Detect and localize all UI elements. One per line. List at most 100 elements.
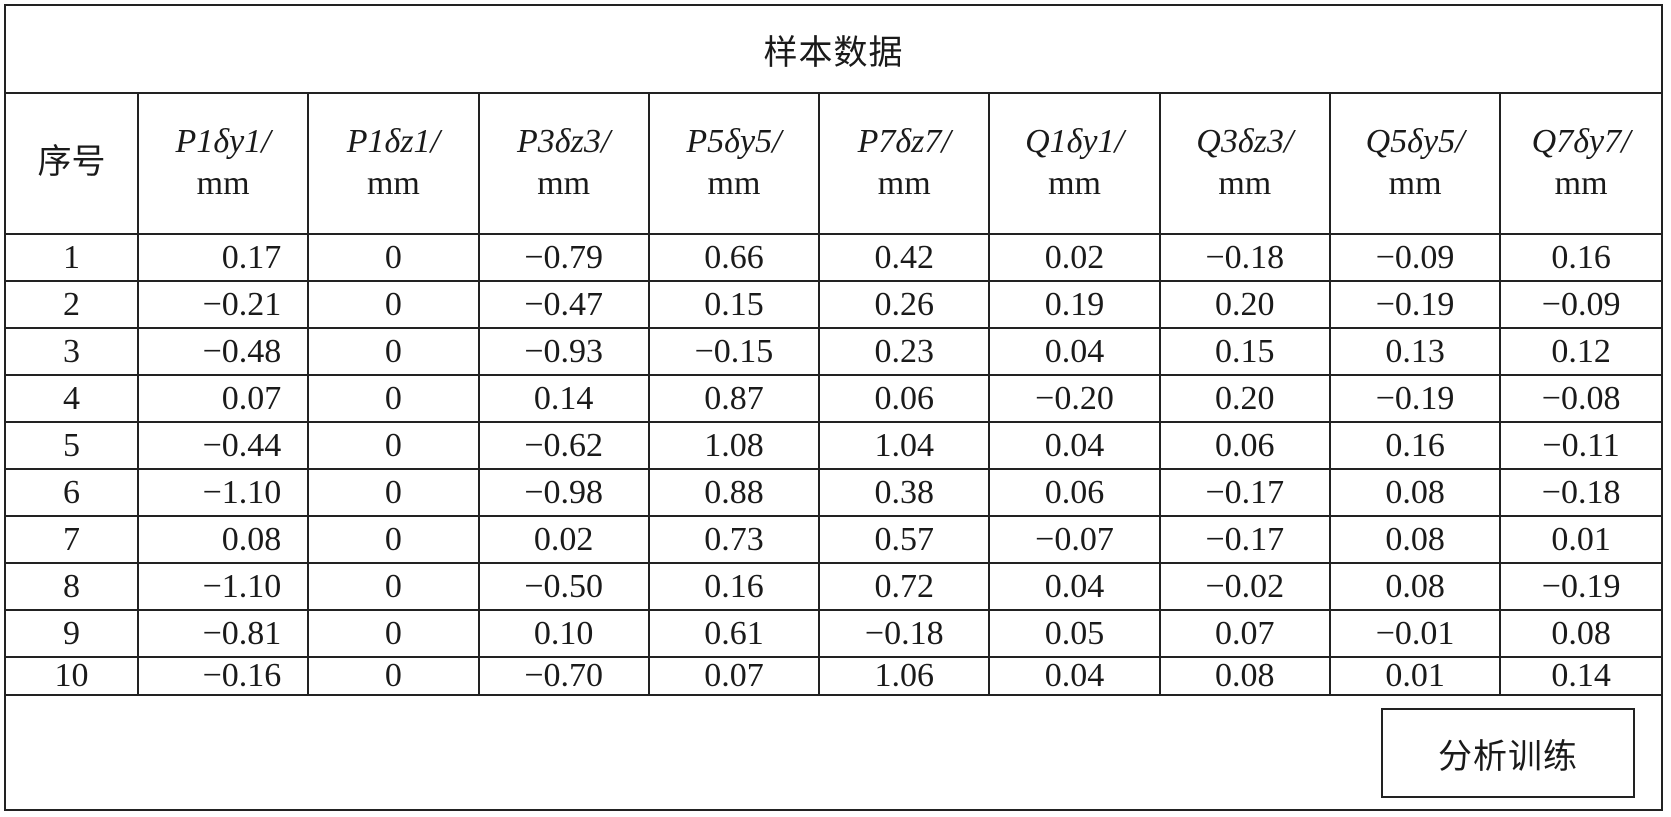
column-header-p1dy1: P1δy1/mm	[136, 92, 310, 235]
table-cell: 0.88	[647, 468, 821, 517]
table-cell: 0.08	[1328, 562, 1502, 611]
sample-data-window: 样本数据 序号 P1δy1/mm P1δz1/mm P3δz3/mm P5δy5…	[4, 4, 1663, 811]
table-cell: 0.06	[988, 468, 1161, 517]
column-header-unit: mm	[877, 164, 931, 202]
table-cell: −0.11	[1499, 421, 1661, 470]
table-cell: −0.70	[477, 656, 650, 696]
table-row: 2 −0.21 0 −0.47 0.15 0.26 0.19 0.20 −0.19 −0.09	[6, 280, 1661, 329]
table-cell: 0.02	[988, 233, 1161, 282]
table-cell: 0.02	[477, 515, 650, 564]
table-row: 10 −0.16 0 −0.70 0.07 1.06 0.04 0.08 0.01 0.14	[6, 656, 1661, 696]
row-serial-cell: 3	[6, 327, 139, 376]
column-header-unit: mm	[366, 164, 420, 202]
column-header-q7dy7: Q7δy7/mm	[1499, 92, 1661, 235]
table-cell: 0	[307, 374, 480, 423]
footer-area: 分析训练	[6, 702, 1661, 809]
table-cell: −0.17	[1158, 468, 1331, 517]
table-cell: 0.16	[1328, 421, 1502, 470]
table-cell: 0.07	[647, 656, 821, 696]
table-cell: −0.19	[1328, 374, 1502, 423]
table-row: 7 0.08 0 0.02 0.73 0.57 −0.07 −0.17 0.08 0.01	[6, 515, 1661, 564]
table-cell: −0.98	[477, 468, 650, 517]
row-serial-cell: 2	[6, 280, 139, 329]
table-cell: 0.13	[1328, 327, 1502, 376]
table-cell: −0.09	[1499, 280, 1661, 329]
table-cell: 0.04	[988, 421, 1161, 470]
table-cell: −0.81	[136, 609, 310, 658]
table-cell: 0.08	[1158, 656, 1331, 696]
table-cell: 0.01	[1328, 656, 1502, 696]
column-header-label: Q1δy1/	[1025, 122, 1124, 160]
table-cell: 0	[307, 656, 480, 696]
column-header-p3dz3: P3δz3/mm	[477, 92, 650, 235]
column-header-label: Q7δy7/	[1531, 122, 1631, 160]
sample-data-table: 序号 P1δy1/mm P1δz1/mm P3δz3/mm P5δy5/mm P…	[6, 92, 1661, 696]
column-header-serial: 序号	[6, 92, 139, 235]
table-cell: 0.15	[647, 280, 821, 329]
table-cell: −0.18	[818, 609, 991, 658]
column-header-unit: mm	[1218, 164, 1272, 202]
table-cell: 0.20	[1158, 374, 1331, 423]
table-body: 1 0.17 0 −0.79 0.66 0.42 0.02 −0.18 −0.09 0.16 2 −0…	[6, 233, 1661, 696]
table-cell: 0.06	[818, 374, 991, 423]
table-cell: 0	[307, 327, 480, 376]
table-cell: −0.15	[647, 327, 821, 376]
table-cell: −0.47	[477, 280, 650, 329]
table-cell: −0.62	[477, 421, 650, 470]
table-cell: 0.19	[988, 280, 1161, 329]
table-cell: −0.09	[1328, 233, 1502, 282]
table-row: 1 0.17 0 −0.79 0.66 0.42 0.02 −0.18 −0.09 0.16	[6, 233, 1661, 282]
column-header-p7dz7: P7δz7/mm	[818, 92, 991, 235]
table-cell: 0.87	[647, 374, 821, 423]
table-cell: −0.19	[1499, 562, 1661, 611]
column-header-q3dz3: Q3δz3/mm	[1158, 92, 1331, 235]
table-cell: 0.66	[647, 233, 821, 282]
table-cell: −0.79	[477, 233, 650, 282]
table-cell: 0.72	[818, 562, 991, 611]
table-row: 3 −0.48 0 −0.93 −0.15 0.23 0.04 0.15 0.13 0.12	[6, 327, 1661, 376]
column-header-label: P1δy1/	[175, 122, 271, 160]
row-serial-cell: 7	[6, 515, 139, 564]
table-cell: 0.23	[818, 327, 991, 376]
table-cell: 0.16	[1499, 233, 1661, 282]
column-header-label: P3δz3/	[517, 122, 611, 160]
column-header-label: P7δz7/	[857, 122, 951, 160]
column-header-unit: mm	[196, 164, 250, 202]
table-cell: 0.61	[647, 609, 821, 658]
row-serial-cell: 5	[6, 421, 139, 470]
row-serial-cell: 6	[6, 468, 139, 517]
table-row: 4 0.07 0 0.14 0.87 0.06 −0.20 0.20 −0.19 −0.08	[6, 374, 1661, 423]
row-serial-cell: 4	[6, 374, 139, 423]
column-header-p1dz1: P1δz1/mm	[307, 92, 480, 235]
table-cell: 1.08	[647, 421, 821, 470]
row-serial-cell: 1	[6, 233, 139, 282]
table-cell: −0.08	[1499, 374, 1661, 423]
table-cell: 0	[307, 233, 480, 282]
table-cell: 0.08	[1499, 609, 1661, 658]
table-header-row: 序号 P1δy1/mm P1δz1/mm P3δz3/mm P5δy5/mm P…	[6, 92, 1661, 235]
table-cell: 0.73	[647, 515, 821, 564]
table-cell: −0.93	[477, 327, 650, 376]
table-cell: 0.06	[1158, 421, 1331, 470]
column-header-unit: mm	[1388, 164, 1442, 202]
table-cell: −0.21	[136, 280, 310, 329]
row-serial-cell: 8	[6, 562, 139, 611]
table-cell: −0.20	[988, 374, 1161, 423]
table-cell: 0	[307, 468, 480, 517]
table-cell: 0.15	[1158, 327, 1331, 376]
column-header-unit: mm	[537, 164, 591, 202]
table-cell: 0.17	[136, 233, 310, 282]
table-cell: −0.17	[1158, 515, 1331, 564]
table-cell: 0.05	[988, 609, 1161, 658]
analysis-training-button[interactable]: 分析训练	[1381, 708, 1635, 798]
table-cell: 0.42	[818, 233, 991, 282]
column-header-unit: mm	[1048, 164, 1101, 202]
table-cell: 1.06	[818, 656, 991, 696]
table-cell: −0.19	[1328, 280, 1502, 329]
table-cell: 0	[307, 421, 480, 470]
table-cell: −0.01	[1328, 609, 1502, 658]
table-cell: 0.12	[1499, 327, 1661, 376]
column-header-label: 序号	[37, 142, 106, 182]
table-cell: −0.02	[1158, 562, 1331, 611]
column-header-unit: mm	[1554, 164, 1608, 202]
